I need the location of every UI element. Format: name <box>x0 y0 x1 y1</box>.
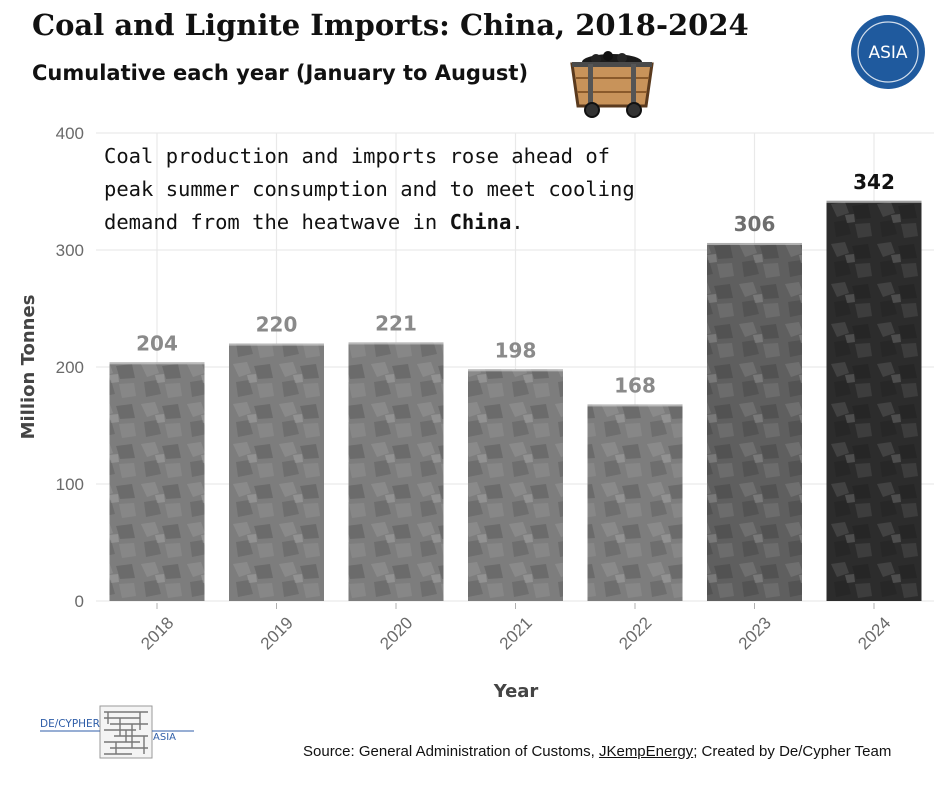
annotation-line-1: Coal production and imports rose ahead o… <box>104 144 611 168</box>
source-note: Source: General Administration of Custom… <box>303 743 892 760</box>
bar-top-edge <box>109 362 205 365</box>
data-label: 198 <box>495 338 537 362</box>
x-tick-label: 2018 <box>137 613 177 653</box>
logo-text: ASIA <box>868 43 907 63</box>
chart-annotation: Coal production and imports rose ahead o… <box>104 140 635 239</box>
data-label: 220 <box>256 313 298 337</box>
bar-top-edge <box>348 342 444 345</box>
bar-texture <box>468 369 563 601</box>
y-tick-label: 200 <box>56 358 84 377</box>
coal-cart-icon <box>570 51 654 118</box>
bar-top-edge <box>468 369 563 372</box>
bar-texture <box>587 404 683 601</box>
decypher-maze-icon <box>40 705 194 759</box>
y-tick-label: 400 <box>56 124 84 143</box>
source-link[interactable]: JKempEnergy <box>598 743 694 760</box>
bar-top-edge <box>826 200 922 203</box>
data-label: 168 <box>614 373 656 397</box>
bar-top-edge <box>229 343 324 346</box>
y-tick-label: 100 <box>56 475 84 494</box>
data-label: 221 <box>375 311 417 335</box>
y-axis-title: Million Tonnes <box>18 295 39 440</box>
asia-logo: ASIA <box>850 14 926 90</box>
x-tick-label: 2022 <box>615 613 655 653</box>
x-tick-label: 2019 <box>257 613 297 653</box>
chart-title: Coal and Lignite Imports: China, 2018-20… <box>32 8 749 42</box>
bar-texture <box>348 342 444 601</box>
annotation-china: China <box>449 210 512 234</box>
data-label: 342 <box>853 170 895 194</box>
bar-top-edge <box>707 242 802 245</box>
x-tick-label: 2023 <box>735 613 775 653</box>
bar-texture <box>707 242 802 602</box>
x-axis-title: Year <box>493 681 539 702</box>
annotation-line-3: demand from the heatwave in China. <box>104 210 524 234</box>
bar-texture <box>109 362 205 601</box>
bar-top-edge <box>587 404 683 407</box>
y-tick-label: 300 <box>56 241 84 260</box>
y-tick-label: 0 <box>75 592 84 611</box>
bar-texture <box>229 343 324 601</box>
brand-name: DE/CYPHER <box>40 718 100 730</box>
brand-region: ASIA <box>153 732 176 743</box>
chart-subtitle: Cumulative each year (January to August) <box>32 61 529 85</box>
annotation-line-2: peak summer consumption and to meet cool… <box>104 177 635 201</box>
x-tick-label: 2024 <box>854 613 894 653</box>
x-tick-label: 2021 <box>496 613 536 653</box>
bar-texture <box>826 200 922 602</box>
data-label: 306 <box>734 212 776 236</box>
data-label: 204 <box>136 331 178 355</box>
x-tick-label: 2020 <box>376 613 416 653</box>
